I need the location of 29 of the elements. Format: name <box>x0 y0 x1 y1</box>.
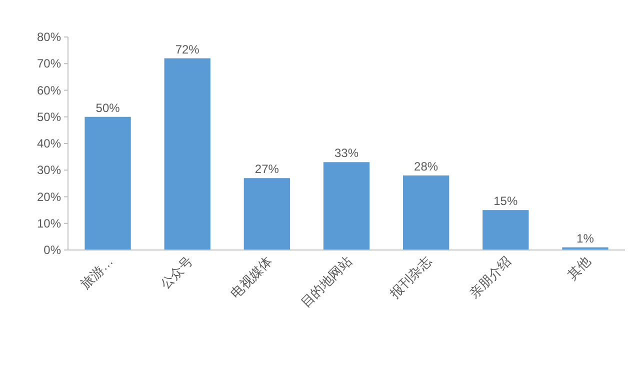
y-tick-label: 80% <box>36 30 62 44</box>
y-tick-label: 40% <box>36 136 62 150</box>
data-label: 27% <box>254 162 280 176</box>
y-tick-label: 50% <box>36 110 62 124</box>
x-tick-label: 电视媒体 <box>228 254 276 301</box>
data-label: 50% <box>96 100 120 115</box>
data-label: 15% <box>494 194 518 208</box>
y-tick-label: 30% <box>36 163 62 178</box>
x-tick-label: 报刊杂志 <box>386 254 434 302</box>
x-tick-label: 亲朋介绍 <box>466 254 514 301</box>
data-label: 33% <box>334 146 359 160</box>
bar <box>164 58 210 250</box>
y-tick-label: 70% <box>36 56 62 71</box>
data-label: 72% <box>175 42 200 56</box>
bar <box>323 162 370 250</box>
y-tick-label: 0% <box>44 243 62 257</box>
x-tick-label: 旅游… <box>78 254 116 292</box>
bar <box>84 116 131 250</box>
data-label: 1% <box>576 231 594 246</box>
y-tick-label: 20% <box>36 190 62 204</box>
bar <box>402 175 450 250</box>
x-tick-label: 其他 <box>564 254 594 283</box>
x-tick-label: 目的地网站 <box>298 254 355 310</box>
y-tick-label: 60% <box>36 83 62 98</box>
data-label: 28% <box>414 159 438 174</box>
bar <box>482 210 529 250</box>
y-tick-label: 10% <box>36 216 62 230</box>
x-tick-label: 公众号 <box>157 254 196 292</box>
bar <box>244 178 290 250</box>
